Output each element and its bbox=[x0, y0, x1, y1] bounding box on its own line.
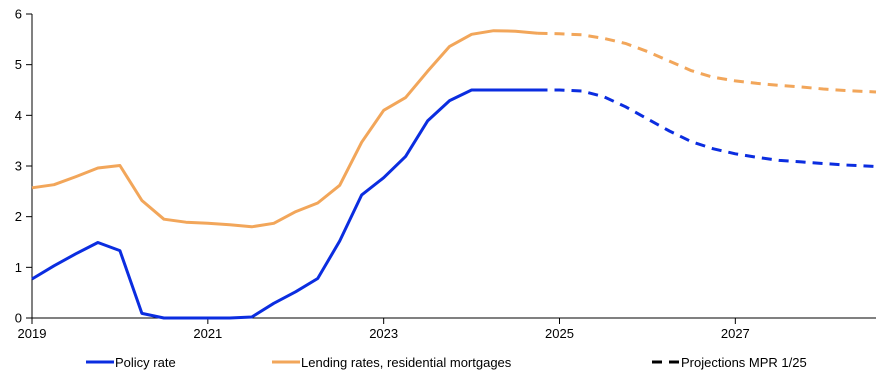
series-line-0 bbox=[31, 88, 538, 320]
y-tick-label: 5 bbox=[15, 57, 22, 72]
y-tick-label: 4 bbox=[15, 108, 22, 123]
series-lines bbox=[31, 29, 877, 320]
projection-line-1 bbox=[537, 31, 877, 94]
y-tick-label: 6 bbox=[15, 7, 22, 22]
y-tick-label: 0 bbox=[15, 311, 22, 326]
series-line-1 bbox=[31, 29, 538, 229]
x-tick-label: 2019 bbox=[18, 326, 47, 341]
x-tick-label: 2021 bbox=[193, 326, 222, 341]
projection-line-0 bbox=[537, 88, 877, 168]
x-tick-label: 2025 bbox=[545, 326, 574, 341]
axes: 0 1 2 3 4 5 6 2019 2021 2023 2025 2027 bbox=[15, 7, 876, 341]
legend-label-0: Policy rate bbox=[115, 355, 176, 370]
x-tick-label: 2027 bbox=[721, 326, 750, 341]
legend-label-1: Lending rates, residential mortgages bbox=[301, 355, 512, 370]
x-tick-label: 2023 bbox=[369, 326, 398, 341]
y-tick-label: 2 bbox=[15, 209, 22, 224]
legend-label-2: Projections MPR 1/25 bbox=[681, 355, 807, 370]
legend: Policy rate Lending rates, residential mo… bbox=[86, 355, 807, 370]
y-tick-label: 1 bbox=[15, 260, 22, 275]
y-tick-label: 3 bbox=[15, 159, 22, 174]
